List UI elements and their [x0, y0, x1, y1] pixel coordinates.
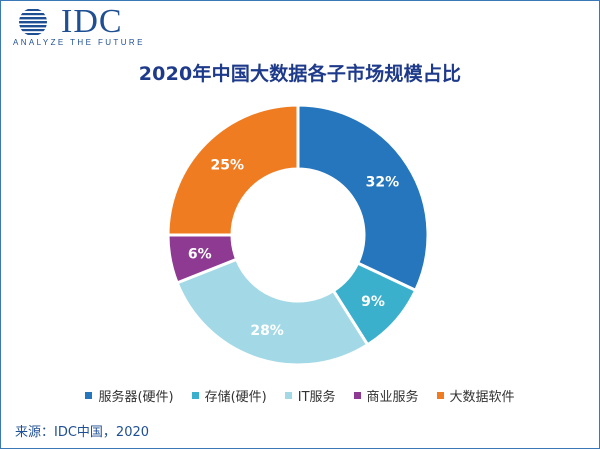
- donut-slices: [166, 103, 430, 367]
- legend-swatch: [191, 392, 199, 399]
- chart-legend: 服务器(硬件) 存储(硬件) IT服务 商业服务 大数据软件: [1, 386, 599, 405]
- legend-label: 商业服务: [366, 390, 419, 405]
- donut-slice-1: [296, 103, 430, 293]
- logo-tagline: ANALYZE THE FUTURE: [13, 38, 145, 47]
- slice-label-2: 9%: [361, 294, 385, 310]
- legend-label: 存储(硬件): [204, 390, 267, 405]
- legend-label: 大数据软件: [449, 390, 515, 405]
- legend-swatch: [284, 392, 292, 399]
- donut-slice-5: [166, 103, 300, 237]
- globe-icon: [19, 9, 47, 35]
- legend-item-5: 大数据软件: [436, 386, 515, 405]
- slice-label-1: 32%: [366, 174, 400, 190]
- source-note: 来源：IDC中国，2020: [15, 425, 150, 440]
- legend-swatch: [436, 392, 444, 399]
- legend-item-2: 存储(硬件): [191, 386, 267, 405]
- chart-title: 2020年中国大数据各子市场规模占比: [138, 63, 462, 85]
- slice-label-4: 6%: [188, 247, 212, 263]
- legend-label: 服务器(硬件): [98, 390, 174, 405]
- legend-label: IT服务: [297, 390, 336, 405]
- donut-labels: 32% 9% 28% 6% 25%: [188, 157, 399, 339]
- donut-slice-3: [175, 257, 370, 367]
- legend-item-3: IT服务: [284, 386, 336, 405]
- legend-swatch: [353, 392, 361, 399]
- idc-logo: IDC ANALYZE THE FUTURE: [11, 3, 142, 49]
- logo-wordmark: IDC: [61, 3, 123, 40]
- legend-item-4: 商业服务: [353, 386, 419, 405]
- slice-label-3: 28%: [250, 323, 284, 339]
- legend-item-1: 服务器(硬件): [85, 386, 174, 405]
- slice-label-5: 25%: [211, 157, 245, 173]
- legend-swatch: [85, 392, 93, 399]
